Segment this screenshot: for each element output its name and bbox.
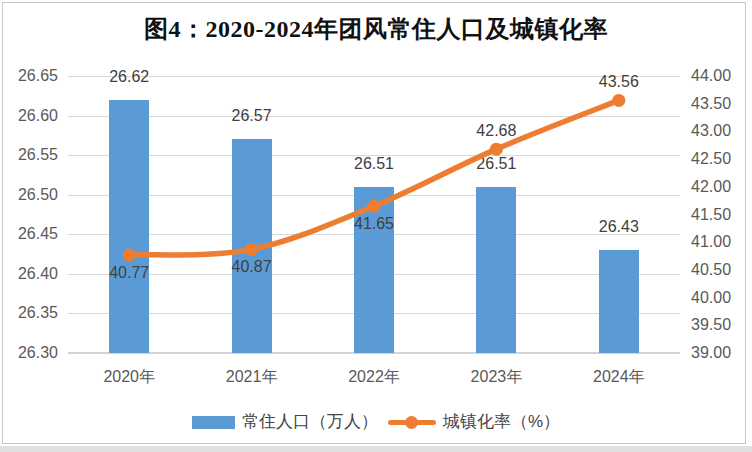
legend-item-urbanization-rate: 城镇化率（%） (388, 412, 560, 432)
line-point-marker (368, 200, 381, 213)
legend-label-urbanization-rate: 城镇化率（%） (443, 412, 560, 432)
legend-line-swatch-icon (388, 415, 436, 429)
line-point-marker (612, 94, 625, 107)
chart-legend: 常住人口（万人） 城镇化率（%） (0, 411, 752, 433)
line-value-label: 42.68 (476, 122, 516, 140)
legend-item-resident-population: 常住人口（万人） (192, 412, 378, 432)
page-background-strip (0, 446, 752, 452)
line-value-label: 43.56 (599, 73, 639, 91)
line-point-marker (123, 248, 136, 261)
legend-bar-swatch-icon (192, 416, 235, 429)
line-value-label: 40.77 (109, 264, 149, 282)
line-point-marker (245, 243, 258, 256)
legend-label-resident-population: 常住人口（万人） (242, 412, 378, 432)
line-value-label: 40.87 (232, 258, 272, 276)
line-point-marker (490, 143, 503, 156)
line-value-label: 41.65 (354, 215, 394, 233)
